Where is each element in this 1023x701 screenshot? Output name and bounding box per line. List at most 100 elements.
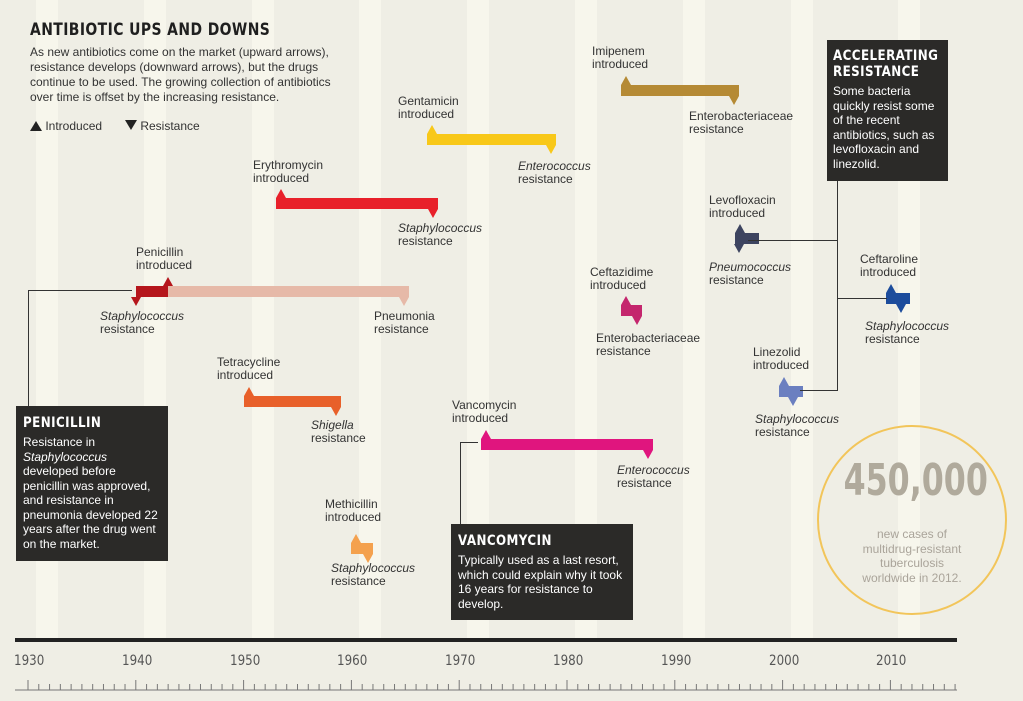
ceftazidime-resistance-arrow xyxy=(632,315,643,325)
year-label: 2000 xyxy=(768,653,799,669)
legend-resistance: Resistance xyxy=(125,119,200,133)
year-label: 1950 xyxy=(229,653,260,669)
ceftaroline-bar xyxy=(886,292,911,304)
erythromycin-resistance-arrow xyxy=(427,208,438,218)
imipenem-bar xyxy=(620,84,740,96)
tetracycline-bar xyxy=(243,395,341,407)
penicillin-bar-tail xyxy=(168,285,410,297)
down-arrow-icon xyxy=(125,120,137,130)
time-axis-line xyxy=(15,638,957,642)
penicillin-resistance-arrow-1 xyxy=(130,296,141,306)
chart-title: ANTIBIOTIC UPS AND DOWNS xyxy=(30,20,271,40)
accelerating-connector-v xyxy=(837,180,838,391)
levofloxacin-connector xyxy=(748,240,837,241)
methicillin-resistance-label: Staphylococcus resistance xyxy=(331,561,416,588)
erythromycin-introduced-arrow xyxy=(275,188,286,198)
legend-introduced-label: Introduced xyxy=(45,119,103,133)
timeline-bars xyxy=(130,75,911,563)
vancomycin-introduced-label: Vancomycin introduced xyxy=(452,398,517,425)
vancomycin-callout-heading: VANCOMYCIN xyxy=(458,533,552,549)
accelerating-heading-2: RESISTANCE xyxy=(833,64,920,80)
gentamicin-bar xyxy=(426,133,557,145)
year-label: 1990 xyxy=(660,653,692,669)
year-label: 1970 xyxy=(445,653,476,669)
methicillin-resistance-arrow xyxy=(362,553,373,563)
penicillin-callout: PENICILLIN Resistance in Staphylococcus … xyxy=(16,406,168,561)
axis-ticks xyxy=(15,680,957,691)
gentamicin-resistance-arrow xyxy=(546,144,557,154)
year-label: 1980 xyxy=(553,653,584,669)
gentamicin-introduced-label: Gentamicin introduced xyxy=(398,94,459,121)
penicillin-bar-dark xyxy=(135,285,169,297)
ceftaroline-resistance-label: Staphylococcus resistance xyxy=(865,319,950,346)
tb-stat-text: new cases of multidrug-resistant tubercu… xyxy=(862,527,962,585)
ceftaroline-introduced-arrow xyxy=(886,283,897,293)
ceftaroline-connector xyxy=(837,298,887,299)
imipenem-introduced-arrow xyxy=(620,75,631,85)
erythromycin-resistance-label: Staphylococcus resistance xyxy=(398,221,483,248)
levofloxacin-resistance-arrow xyxy=(734,243,745,253)
levofloxacin-introduced-arrow xyxy=(735,223,746,233)
penicillin-callout-heading: PENICILLIN xyxy=(23,415,102,431)
gentamicin-introduced-arrow xyxy=(426,124,437,134)
imipenem-resistance-label: Enterobacteriaceae resistance xyxy=(689,109,794,136)
penicillin-resistance-arrow-2 xyxy=(399,296,410,306)
tetracycline-introduced-label: Tetracycline introduced xyxy=(217,355,281,382)
linezolid-resistance-arrow xyxy=(788,396,799,406)
year-label: 1940 xyxy=(121,653,153,669)
penicillin-callout-text: Resistance in Staphylococcus developed b… xyxy=(23,435,158,551)
ceftazidime-introduced-label: Ceftazidime introduced xyxy=(590,265,654,292)
levofloxacin-bar xyxy=(735,232,760,244)
vancomycin-callout-text: Typically used as a last resort, which c… xyxy=(458,553,623,611)
decade-band xyxy=(359,0,382,640)
tetracycline-introduced-arrow xyxy=(243,386,254,396)
vancomycin-bar xyxy=(480,438,654,450)
decade-band xyxy=(575,0,597,640)
erythromycin-bar xyxy=(275,197,438,209)
intro-text: As new antibiotics come on the market (u… xyxy=(30,45,331,104)
vancomycin-callout: VANCOMYCIN Typically used as a last reso… xyxy=(451,524,633,620)
decade-band xyxy=(682,0,705,640)
year-label: 1960 xyxy=(337,653,368,669)
methicillin-introduced-arrow xyxy=(351,533,362,543)
methicillin-bar xyxy=(351,542,373,554)
penicillin-connector-h xyxy=(28,290,132,291)
vancomycin-introduced-arrow xyxy=(480,429,491,439)
vancomycin-connector-h xyxy=(460,442,478,443)
penicillin-introduced-arrow xyxy=(163,276,174,286)
linezolid-bar xyxy=(778,385,803,397)
linezolid-connector xyxy=(800,390,837,391)
accelerating-resistance-callout: ACCELERATING RESISTANCE Some bacteria qu… xyxy=(827,40,948,181)
ceftazidime-resistance-label: Enterobacteriaceae resistance xyxy=(596,331,701,358)
decade-band xyxy=(251,0,274,640)
linezolid-resistance-label: Staphylococcus resistance xyxy=(755,412,840,439)
gentamicin-resistance-label: Enterococcus resistance xyxy=(518,159,591,186)
linezolid-introduced-arrow xyxy=(778,376,789,386)
decade-band xyxy=(467,0,490,640)
ceftazidime-bar xyxy=(620,304,643,316)
year-label: 2010 xyxy=(876,653,907,669)
vancomycin-resistance-label: Enterococcus resistance xyxy=(617,463,690,490)
legend-resistance-label: Resistance xyxy=(140,119,200,133)
accelerating-heading-1: ACCELERATING xyxy=(833,48,939,64)
ceftazidime-introduced-arrow xyxy=(620,295,631,305)
penicillin-connector-v xyxy=(28,290,29,407)
tetracycline-resistance-arrow xyxy=(330,406,341,416)
legend-introduced: Introduced xyxy=(30,119,102,133)
ceftaroline-introduced-label: Ceftaroline introduced xyxy=(860,252,919,279)
vancomycin-connector-v xyxy=(460,442,461,525)
penicillin-staph-resistance-label: Staphylococcus resistance xyxy=(100,309,185,336)
tetracycline-resistance-label: Shigella resistance xyxy=(311,418,366,445)
vancomycin-resistance-arrow xyxy=(643,449,654,459)
decade-band xyxy=(790,0,813,640)
tb-stat-value: 450,000 xyxy=(843,455,988,506)
erythromycin-introduced-label: Erythromycin introduced xyxy=(253,158,324,185)
year-label: 1930 xyxy=(14,653,45,669)
up-arrow-icon xyxy=(30,121,42,131)
linezolid-introduced-label: Linezolid introduced xyxy=(753,345,810,372)
levofloxacin-resistance-label: Pneumococcus resistance xyxy=(709,260,792,287)
penicillin-pneumonia-resistance-label: Pneumonia resistance xyxy=(374,309,435,336)
methicillin-introduced-label: Methicillin introduced xyxy=(325,497,382,524)
imipenem-introduced-label: Imipenem introduced xyxy=(592,44,649,71)
ceftaroline-resistance-arrow xyxy=(896,303,907,313)
